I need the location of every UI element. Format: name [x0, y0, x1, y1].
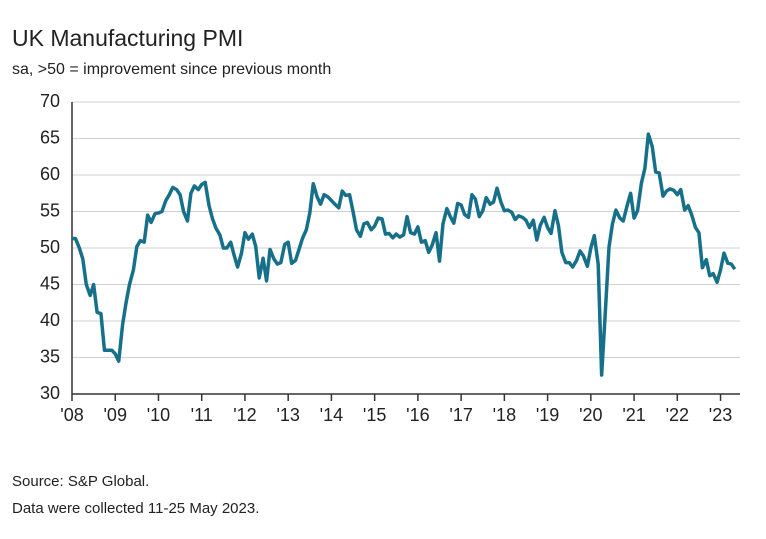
x-tick-label: '23: [709, 405, 732, 425]
x-tick-label: '10: [147, 405, 170, 425]
y-tick-label: 70: [40, 91, 60, 111]
y-tick-label: 65: [40, 127, 60, 147]
y-tick-label: 40: [40, 310, 60, 330]
chart-subtitle: sa, >50 = improvement since previous mon…: [12, 61, 331, 78]
x-tick-label: '16: [406, 405, 429, 425]
y-tick-label: 30: [40, 383, 60, 403]
x-tick-label: '21: [622, 405, 645, 425]
x-tick-label: '12: [233, 405, 256, 425]
x-tick-label: '08: [60, 405, 83, 425]
y-tick-label: 35: [40, 346, 60, 366]
y-tick-label: 45: [40, 273, 60, 293]
y-tick-label: 50: [40, 237, 60, 257]
source: Source: S&P Global.: [12, 473, 149, 490]
x-tick-label: '09: [104, 405, 127, 425]
pmi-line: [72, 132, 737, 377]
note: Data were collected 11-25 May 2023.: [12, 500, 259, 517]
y-tick-label: 55: [40, 200, 60, 220]
x-tick-label: '13: [276, 405, 299, 425]
x-tick-label: '18: [493, 405, 516, 425]
x-tick-label: '17: [449, 405, 472, 425]
x-tick-label: '20: [579, 405, 602, 425]
y-tick-label: 60: [40, 164, 60, 184]
x-tick-label: '19: [536, 405, 559, 425]
x-tick-label: '14: [320, 405, 343, 425]
x-tick-label: '22: [666, 405, 689, 425]
chart-title: UK Manufacturing PMI: [12, 25, 243, 51]
x-tick-label: '11: [191, 405, 213, 425]
x-tick-label: '15: [363, 405, 386, 425]
